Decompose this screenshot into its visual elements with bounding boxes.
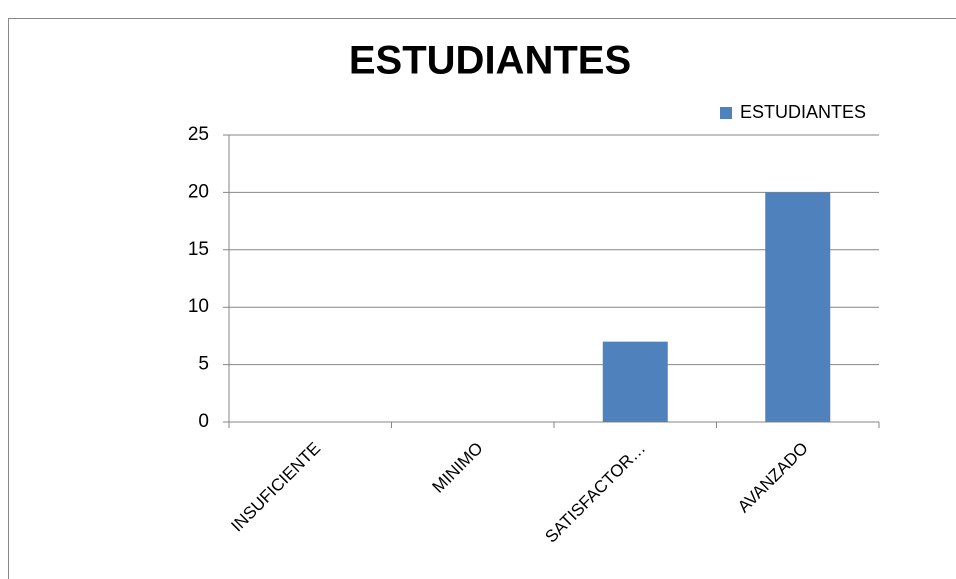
bar xyxy=(602,341,668,422)
y-tick-label: 0 xyxy=(198,411,209,432)
y-tick-label: 20 xyxy=(188,181,209,202)
legend-label: ESTUDIANTES xyxy=(740,102,866,122)
y-tick-label: 15 xyxy=(188,239,209,260)
legend-swatch xyxy=(720,107,732,119)
y-tick-label: 25 xyxy=(188,124,209,145)
x-tick-label: SATISFACTOR… xyxy=(541,439,649,547)
y-tick-label: 10 xyxy=(188,296,209,317)
chart-title: ESTUDIANTES xyxy=(349,39,631,83)
x-tick-label: MINIMO xyxy=(429,439,487,497)
bar xyxy=(765,192,831,422)
x-tick-label: AVANZADO xyxy=(734,439,812,517)
x-tick-label: INSUFICIENTE xyxy=(227,439,324,536)
y-tick-label: 5 xyxy=(198,354,209,375)
